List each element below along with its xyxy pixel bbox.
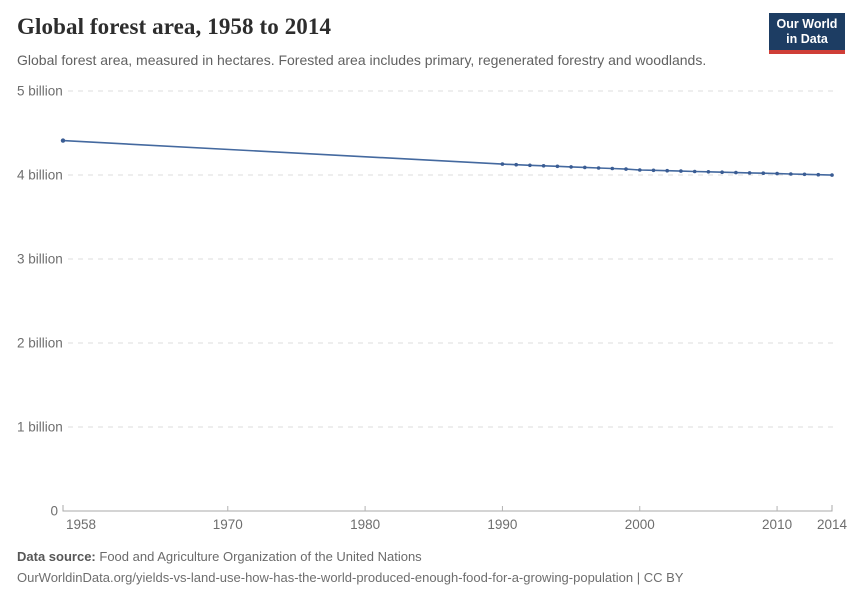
x-axis-label: 2014 [817, 517, 848, 532]
x-axis-label: 1980 [350, 517, 380, 532]
data-point [706, 170, 711, 174]
series-line [62, 139, 833, 176]
y-axis-label: 1 billion [17, 420, 63, 435]
data-point [500, 162, 505, 166]
citation-line: OurWorldinData.org/yields-vs-land-use-ho… [17, 570, 684, 585]
y-axis-label: 4 billion [17, 168, 63, 183]
x-axis-label: 1990 [487, 517, 517, 532]
chart-footer: Data source: Food and Agriculture Organi… [17, 546, 833, 588]
data-point [60, 138, 66, 143]
owid-logo-line1: Our World [776, 17, 838, 31]
data-point [816, 172, 821, 177]
data-point [665, 168, 669, 173]
owid-logo-line2: in Data [786, 32, 828, 46]
data-point [679, 169, 683, 173]
data-point [789, 172, 793, 176]
data-point [555, 164, 560, 169]
data-point [720, 170, 724, 174]
y-axis-label: 2 billion [17, 336, 63, 351]
x-axis-line [62, 505, 833, 512]
data-point [802, 172, 807, 177]
data-point [541, 164, 546, 168]
data-point [514, 162, 518, 167]
data-point [596, 166, 601, 170]
x-axis-label: 2000 [625, 517, 655, 532]
chart-title: Global forest area, 1958 to 2014 [17, 14, 332, 39]
data-point [761, 171, 766, 175]
x-axis-label: 1970 [213, 517, 243, 532]
x-axis-label: 1958 [66, 517, 96, 532]
y-axis-label: 5 billion [17, 84, 63, 99]
data-source-line: Data source: Food and Agriculture Organi… [17, 546, 833, 567]
data-point [775, 171, 779, 176]
y-axis-zero-label: 0 [50, 504, 58, 519]
data-point [583, 165, 587, 170]
data-point [747, 171, 752, 175]
chart-subtitle: Global forest area, measured in hectares… [17, 52, 707, 68]
line-chart-plot-area: 0 1 billion 2 billion 3 billion 4 billion 5 b… [17, 84, 848, 533]
data-point [528, 163, 532, 168]
owid-logo: Our World in Data [769, 13, 845, 54]
data-point [734, 170, 738, 175]
x-axis-label: 2010 [762, 517, 792, 532]
data-point [610, 166, 615, 171]
data-point [638, 168, 642, 172]
data-point [692, 169, 697, 174]
data-source-value: Food and Agriculture Organization of the… [99, 549, 422, 564]
data-point [624, 167, 628, 171]
data-point [830, 173, 834, 177]
data-point [651, 168, 656, 173]
data-point [569, 165, 573, 169]
y-axis-label: 3 billion [17, 252, 63, 267]
data-source-label: Data source: [17, 549, 96, 564]
